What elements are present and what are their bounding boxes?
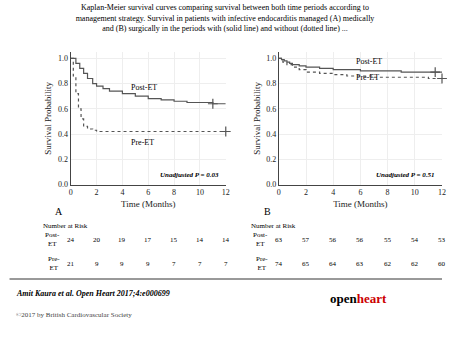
svg-text:15: 15 — [170, 236, 178, 244]
svg-text:Post-ET: Post-ET — [356, 57, 382, 66]
svg-text:0.2: 0.2 — [58, 155, 68, 164]
svg-text:0.8: 0.8 — [266, 79, 276, 88]
svg-text:0.2: 0.2 — [266, 155, 276, 164]
svg-text:4: 4 — [331, 188, 335, 197]
svg-text:9: 9 — [146, 260, 150, 268]
svg-text:20: 20 — [93, 236, 101, 244]
svg-text:56: 56 — [356, 236, 364, 244]
svg-text:2: 2 — [304, 188, 308, 197]
svg-text:Survival Probability: Survival Probability — [43, 81, 53, 154]
svg-text:14: 14 — [196, 236, 204, 244]
svg-text:©2017 by British Cardiovascula: ©2017 by British Cardiovascular Society — [16, 311, 132, 319]
svg-text:0.6: 0.6 — [266, 105, 276, 114]
svg-text:Unadjusted P = 0.03: Unadjusted P = 0.03 — [160, 171, 219, 179]
svg-text:62: 62 — [384, 260, 392, 268]
svg-text:7: 7 — [198, 260, 202, 268]
svg-text:12: 12 — [222, 188, 230, 197]
svg-text:60: 60 — [438, 260, 446, 268]
svg-text:8: 8 — [172, 188, 176, 197]
svg-text:65: 65 — [302, 260, 310, 268]
svg-text:Number at Risk: Number at Risk — [43, 222, 88, 230]
svg-text:0.4: 0.4 — [266, 130, 276, 139]
svg-text:10: 10 — [411, 188, 419, 197]
svg-text:12: 12 — [438, 188, 446, 197]
svg-text:Number at Risk: Number at Risk — [251, 222, 296, 230]
svg-text:B: B — [264, 206, 271, 217]
svg-text:17: 17 — [144, 236, 152, 244]
svg-text:Pre-ET: Pre-ET — [131, 138, 154, 147]
svg-text:6: 6 — [146, 188, 150, 197]
svg-text:0: 0 — [277, 188, 281, 197]
svg-text:Survival Probability: Survival Probability — [252, 81, 262, 154]
svg-text:74: 74 — [275, 260, 283, 268]
svg-text:Unadjusted P = 0.51: Unadjusted P = 0.51 — [376, 171, 435, 179]
svg-text:9: 9 — [95, 260, 99, 268]
svg-text:21: 21 — [67, 260, 75, 268]
svg-text:19: 19 — [118, 236, 126, 244]
svg-text:Time (Months): Time (Months) — [121, 199, 175, 209]
svg-text:6: 6 — [358, 188, 362, 197]
svg-text:Pre-ET: Pre-ET — [48, 255, 60, 272]
svg-text:7: 7 — [172, 260, 176, 268]
svg-text:0.0: 0.0 — [266, 180, 276, 189]
svg-text:openheart: openheart — [330, 291, 387, 306]
svg-text:63: 63 — [356, 260, 364, 268]
svg-text:Post-ET: Post-ET — [131, 83, 157, 92]
svg-text:Post-ET: Post-ET — [253, 231, 268, 248]
svg-text:Kaplan-Meier survival curves c: Kaplan-Meier survival curves comparing s… — [76, 3, 375, 33]
svg-text:4: 4 — [120, 188, 124, 197]
svg-text:A: A — [55, 206, 63, 217]
svg-text:10: 10 — [196, 188, 204, 197]
svg-text:0.6: 0.6 — [58, 105, 68, 114]
svg-text:54: 54 — [411, 236, 419, 244]
svg-text:14: 14 — [222, 236, 230, 244]
svg-text:0.4: 0.4 — [58, 130, 68, 139]
svg-text:63: 63 — [275, 236, 283, 244]
svg-text:0: 0 — [69, 188, 73, 197]
svg-text:Post-ET: Post-ET — [45, 231, 60, 248]
svg-text:53: 53 — [438, 236, 446, 244]
svg-text:56: 56 — [329, 236, 337, 244]
svg-text:55: 55 — [384, 236, 392, 244]
svg-text:7: 7 — [224, 260, 228, 268]
svg-text:Pre-ET: Pre-ET — [356, 73, 379, 82]
svg-text:57: 57 — [302, 236, 310, 244]
svg-text:9: 9 — [120, 260, 124, 268]
svg-text:Amit Kaura et al. Open Heart 2: Amit Kaura et al. Open Heart 2017;4:e000… — [16, 289, 170, 298]
svg-text:64: 64 — [329, 260, 337, 268]
svg-text:Pre-ET: Pre-ET — [256, 255, 268, 272]
svg-text:2: 2 — [95, 188, 99, 197]
svg-text:0.0: 0.0 — [58, 180, 68, 189]
svg-text:1.0: 1.0 — [266, 54, 276, 63]
svg-text:1.0: 1.0 — [58, 54, 68, 63]
svg-text:0.8: 0.8 — [58, 79, 68, 88]
svg-text:Time (Months): Time (Months) — [333, 199, 387, 209]
svg-text:8: 8 — [386, 188, 390, 197]
svg-text:24: 24 — [67, 236, 75, 244]
svg-text:62: 62 — [411, 260, 419, 268]
